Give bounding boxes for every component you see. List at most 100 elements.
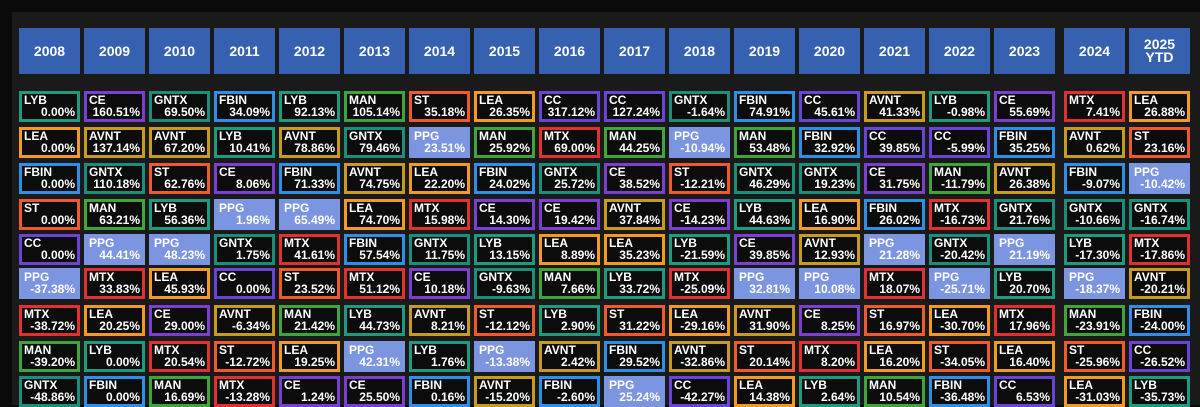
ticker-label: GNTX	[349, 129, 383, 143]
return-value: 0.00%	[40, 248, 75, 262]
return-cell: LEA 26.88%	[1129, 91, 1190, 122]
return-cell: CC -26.52%	[1129, 341, 1190, 372]
return-value: -12.21%	[680, 177, 725, 191]
return-value: 35.23%	[619, 248, 660, 262]
return-value: 20.70%	[1009, 282, 1050, 296]
return-cell: MAN 21.42%	[279, 305, 340, 336]
return-cell: PPG 25.24%	[604, 376, 665, 407]
return-cell: LYB 13.15%	[474, 234, 535, 265]
return-cell: FBIN 0.16%	[409, 376, 470, 407]
ticker-label: LEA	[999, 343, 1023, 357]
return-cell: AVNT 2.42%	[539, 341, 600, 372]
ticker-label: CE	[609, 165, 626, 179]
ticker-label: AVNT	[739, 307, 771, 321]
return-cell: LEA 45.93%	[149, 268, 210, 299]
ticker-label: FBIN	[414, 378, 442, 392]
return-cell: CE 55.69%	[994, 91, 1055, 122]
return-cell: LEA 0.00%	[19, 127, 80, 158]
year-header: 2008	[19, 28, 80, 74]
ticker-label: FBIN	[219, 93, 247, 107]
return-cell: ST 23.16%	[1129, 127, 1190, 158]
ticker-label: CC	[544, 93, 562, 107]
return-cell: LYB 92.13%	[279, 91, 340, 122]
return-cell: AVNT 12.93%	[799, 234, 860, 265]
ticker-label: AVNT	[154, 129, 186, 143]
return-cell: PPG 21.19%	[994, 234, 1055, 265]
return-cell: PPG 42.31%	[344, 341, 405, 372]
return-cell: LYB -0.98%	[929, 91, 990, 122]
return-value: 26.35%	[489, 105, 530, 119]
return-value: 0.00%	[40, 213, 75, 227]
ticker-label: MAN	[739, 129, 767, 143]
ticker-label: LEA	[154, 270, 178, 284]
return-cell: GNTX 11.75%	[409, 234, 470, 265]
return-cell: FBIN -36.48%	[929, 376, 990, 407]
ticker-label: AVNT	[284, 129, 316, 143]
return-cell: AVNT -20.21%	[1129, 268, 1190, 299]
return-value: -13.38%	[485, 355, 530, 369]
ticker-label: CE	[999, 93, 1016, 107]
return-value: -23.91%	[1075, 319, 1120, 333]
return-value: -1.64%	[686, 105, 725, 119]
ticker-label: MTX	[544, 129, 570, 143]
ticker-label: MTX	[869, 270, 895, 284]
ticker-label: FBIN	[1134, 307, 1162, 321]
ticker-label: MTX	[89, 270, 115, 284]
return-value: 79.46%	[359, 141, 400, 155]
return-cell: ST -25.96%	[1064, 341, 1125, 372]
return-cell: FBIN -9.07%	[1064, 163, 1125, 194]
return-value: 2.42%	[560, 355, 595, 369]
return-cell: PPG 21.28%	[864, 234, 925, 265]
return-cell: PPG -13.38%	[474, 341, 535, 372]
return-value: -25.71%	[940, 282, 985, 296]
ticker-label: MTX	[1069, 93, 1095, 107]
ticker-label: CE	[479, 201, 496, 215]
year-header: 2021	[864, 28, 925, 74]
ticker-label: AVNT	[869, 93, 901, 107]
return-cell: LEA 74.70%	[344, 199, 405, 230]
return-value: -16.73%	[940, 213, 985, 227]
return-value: 21.76%	[1009, 213, 1050, 227]
return-value: 0.00%	[40, 177, 75, 191]
return-cell: MAN 10.54%	[864, 376, 925, 407]
return-value: -0.98%	[946, 105, 985, 119]
year-header: 2009	[84, 28, 145, 74]
return-cell: FBIN 29.52%	[604, 341, 665, 372]
return-value: 1.24%	[300, 390, 335, 404]
return-cell: PPG -37.38%	[19, 268, 80, 299]
ticker-label: LEA	[869, 343, 893, 357]
year-header: 2015	[474, 28, 535, 74]
return-cell: ST -12.21%	[669, 163, 730, 194]
return-cell: CC 39.85%	[864, 127, 925, 158]
ticker-label: FBIN	[1069, 165, 1097, 179]
ticker-label: AVNT	[219, 307, 251, 321]
return-cell: ST 62.76%	[149, 163, 210, 194]
return-value: 34.09%	[229, 105, 270, 119]
return-cell: AVNT 74.75%	[344, 163, 405, 194]
ticker-label: LYB	[89, 343, 112, 357]
return-cell: GNTX 69.50%	[149, 91, 210, 122]
ticker-label: PPG	[24, 270, 50, 284]
return-value: 127.24%	[612, 105, 660, 119]
return-value: 0.00%	[105, 355, 140, 369]
return-value: 10.18%	[424, 282, 465, 296]
return-cell: ST -12.72%	[214, 341, 275, 372]
ticker-label: GNTX	[89, 165, 123, 179]
return-value: 23.52%	[294, 282, 335, 296]
year-header: 2019	[734, 28, 795, 74]
return-value: 45.93%	[164, 282, 205, 296]
return-cell: MTX 18.07%	[864, 268, 925, 299]
return-cell: ST 35.18%	[409, 91, 470, 122]
ticker-label: CE	[219, 165, 236, 179]
ticker-label: LYB	[804, 378, 827, 392]
ticker-label: FBIN	[89, 378, 117, 392]
ticker-label: FBIN	[284, 165, 312, 179]
return-value: 25.92%	[489, 141, 530, 155]
return-value: -38.72%	[30, 319, 75, 333]
return-value: 160.51%	[92, 105, 140, 119]
return-cell: FBIN 35.25%	[994, 127, 1055, 158]
year-header: 2020	[799, 28, 860, 74]
ticker-label: ST	[479, 307, 495, 321]
return-value: -18.37%	[1075, 282, 1120, 296]
ticker-label: PPG	[1134, 165, 1160, 179]
